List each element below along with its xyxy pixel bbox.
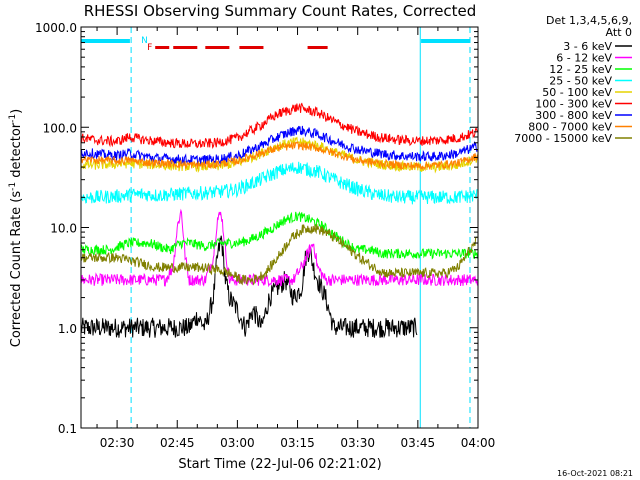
x-tick-label: 03:45 [401, 436, 436, 450]
x-tick-label: 03:30 [340, 436, 375, 450]
series-line [80, 125, 478, 166]
series-line [80, 102, 478, 150]
series-line [80, 224, 478, 286]
series-line [80, 208, 478, 288]
flag-label: N [141, 36, 148, 46]
saa-bar [81, 39, 130, 43]
legend-header-line-2: Att 0 [606, 26, 632, 39]
y-tick-label: 10.0 [50, 222, 77, 236]
legend-label: 7000 - 15000 keV [514, 132, 612, 145]
y-tick-label: 1.0 [58, 322, 77, 336]
series-line [80, 141, 478, 172]
saa-bar [421, 39, 470, 43]
x-tick-label: 02:30 [100, 436, 135, 450]
x-axis-label: Start Time (22-Jul-06 02:21:02) [178, 457, 381, 472]
y-tick-label: 0.1 [58, 422, 77, 436]
x-tick-label: 03:00 [220, 436, 255, 450]
flare-flag-segment [205, 46, 230, 49]
footer-timestamp: 16-Oct-2021 08:21 [557, 469, 633, 478]
flare-flag-segment [173, 46, 198, 49]
flag-label: F [147, 43, 152, 53]
flare-flag-segment [155, 46, 170, 49]
axes: 0.1 1.0 10.0 100.0 1000.0 02:30 02:45 03:00 03:1… [35, 21, 495, 450]
legend-label: 50 - 100 keV [542, 86, 612, 99]
y-tick-label: 1000.0 [35, 21, 77, 35]
y-tick-label: 100.0 [43, 121, 77, 135]
legend-label: 25 - 50 keV [549, 75, 612, 88]
legend-label: 12 - 25 keV [549, 63, 612, 76]
plot-frame [80, 26, 479, 429]
legend-label: 3 - 6 keV [563, 40, 612, 53]
series-line [80, 235, 418, 339]
chart-title: RHESSI Observing Summary Count Rates, Co… [84, 2, 477, 20]
legend-header-line-1: Det 1,3,4,5,6,9, [546, 14, 632, 27]
series-line [80, 211, 478, 260]
flare-flag-segment [239, 46, 264, 49]
legend-label: 6 - 12 keV [556, 52, 612, 65]
flare-flag-segment [307, 46, 328, 49]
series-layer [80, 102, 478, 339]
legend-label: 800 - 7000 keV [528, 121, 612, 134]
x-tick-label: 04:00 [461, 436, 496, 450]
y-axis-label: Corrected Count Rate (s-1 detector-1) [8, 109, 24, 347]
legend-label: 300 - 800 keV [535, 109, 612, 122]
x-tick-label: 03:15 [280, 436, 315, 450]
x-tick-label: 02:45 [160, 436, 195, 450]
series-line [80, 161, 478, 205]
legend-label: 100 - 300 keV [535, 98, 612, 111]
